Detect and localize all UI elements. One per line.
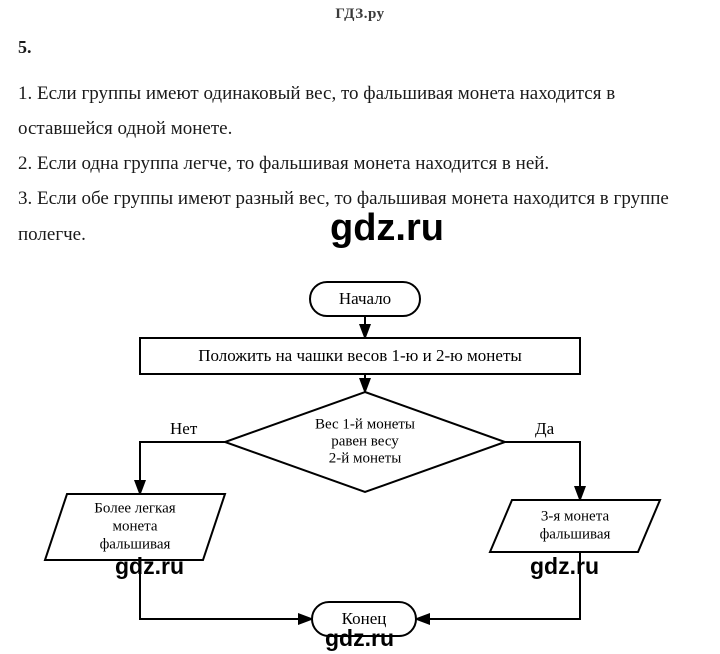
flow-node-out_no: Более легкая монета фальшивая — [45, 494, 225, 560]
svg-text:3-я монета: 3-я монета — [541, 508, 610, 524]
flow-edge — [505, 442, 580, 500]
svg-text:Нет: Нет — [170, 419, 198, 438]
svg-text:монета: монета — [112, 518, 157, 534]
flow-edge — [416, 552, 580, 619]
svg-text:Вес 1-й монеты: Вес 1-й монеты — [315, 416, 415, 432]
page-header: ГДЗ.ру — [0, 0, 720, 23]
svg-text:Конец: Конец — [342, 609, 387, 628]
flow-node-decision: Вес 1-й монетыравен весу2-й монеты — [225, 392, 505, 492]
site-label: ГДЗ.ру — [335, 6, 384, 22]
flow-node-no_label: Нет — [170, 419, 198, 438]
flow-edge — [140, 442, 225, 494]
flowchart-container: Начало Положить на чашки весов 1-ю и 2-ю … — [0, 262, 720, 652]
flow-node-out_yes: 3-я монета фальшивая — [490, 500, 660, 552]
text-line-2: 2. Если одна группа легче, то фальшивая … — [18, 146, 692, 181]
solution-text: 1. Если группы имеют одинаковый вес, то … — [18, 76, 692, 252]
flowchart-svg: Начало Положить на чашки весов 1-ю и 2-ю … — [0, 262, 720, 652]
svg-text:Да: Да — [535, 419, 555, 438]
flow-node-start: Начало — [310, 282, 420, 316]
svg-text:Более легкая: Более легкая — [94, 500, 175, 516]
text-line-1: 1. Если группы имеют одинаковый вес, то … — [18, 76, 692, 146]
text-line-3: 3. Если обе группы имеют разный вес, то … — [18, 181, 692, 251]
flow-node-end: Конец — [312, 602, 416, 636]
svg-text:Начало: Начало — [339, 289, 391, 308]
svg-text:фальшивая: фальшивая — [100, 536, 171, 552]
svg-text:2-й монеты: 2-й монеты — [329, 450, 402, 466]
svg-text:Положить на чашки весов 1-ю и: Положить на чашки весов 1-ю и 2-ю монеты — [198, 346, 522, 365]
svg-text:фальшивая: фальшивая — [540, 526, 611, 542]
flow-node-yes_label: Да — [535, 419, 555, 438]
flow-edge — [140, 560, 312, 619]
svg-text:равен весу: равен весу — [331, 433, 399, 449]
section-number: 5. — [18, 37, 720, 58]
flow-node-process: Положить на чашки весов 1-ю и 2-ю монеты — [140, 338, 580, 374]
